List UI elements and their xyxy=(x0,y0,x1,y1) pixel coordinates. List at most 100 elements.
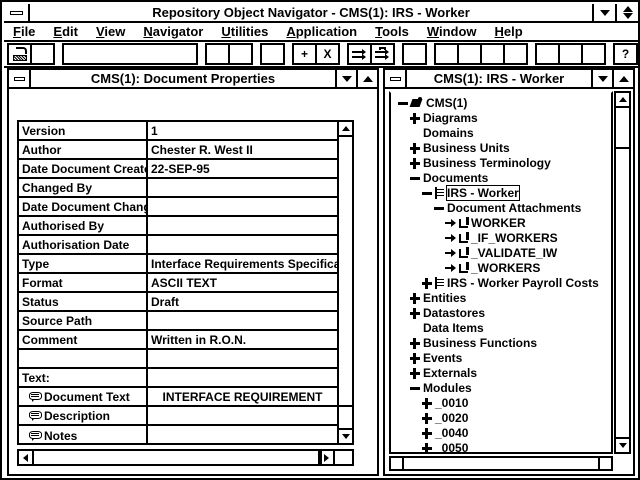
tree-item[interactable]: IRS - Worker Payroll Costs xyxy=(391,275,611,290)
expand-plus-icon[interactable] xyxy=(421,397,433,409)
property-value[interactable] xyxy=(148,426,337,443)
tree-item[interactable]: Data Items xyxy=(391,320,611,335)
maximize-restore-button[interactable] xyxy=(615,4,638,21)
property-value[interactable] xyxy=(148,236,337,253)
table-row[interactable]: Format ASCII TEXT xyxy=(19,274,337,293)
property-value[interactable]: ASCII TEXT xyxy=(151,275,218,290)
toolbar-button-4[interactable] xyxy=(205,43,230,65)
collapse-minus-icon[interactable] xyxy=(409,172,421,184)
collapse-button[interactable] xyxy=(370,43,395,65)
properties-maximize-button[interactable] xyxy=(356,70,377,87)
tree-item[interactable]: Externals xyxy=(391,365,611,380)
property-value[interactable] xyxy=(148,217,337,234)
navigator-maximize-button[interactable] xyxy=(612,70,633,87)
tree-item[interactable]: Events xyxy=(391,350,611,365)
expand-plus-icon[interactable] xyxy=(421,412,433,424)
create-button[interactable]: + xyxy=(292,43,317,65)
properties-horizontal-scrollbar[interactable] xyxy=(17,449,354,466)
tree-item[interactable]: Business Units xyxy=(391,140,611,155)
expand-plus-icon[interactable] xyxy=(409,337,421,349)
scroll-right-button[interactable] xyxy=(318,451,335,464)
tree-item[interactable]: _0040 xyxy=(391,425,611,440)
toolbar-button-18[interactable] xyxy=(581,43,606,65)
toolbar-button-5[interactable] xyxy=(228,43,253,65)
table-row[interactable]: Date Document Create 22-SEP-95 xyxy=(19,160,337,179)
tree-item[interactable]: Business Terminology xyxy=(391,155,611,170)
toolbar-button-12[interactable] xyxy=(434,43,459,65)
open-repository-button[interactable] xyxy=(7,43,32,65)
property-value[interactable] xyxy=(148,179,337,196)
property-value[interactable]: Interface Requirements Specification xyxy=(151,256,337,271)
property-value[interactable] xyxy=(148,350,337,367)
table-row[interactable]: Status Draft xyxy=(19,293,337,312)
tree-item[interactable]: Modules xyxy=(391,380,611,395)
tree-item[interactable]: Document Attachments xyxy=(391,200,611,215)
table-row[interactable]: Source Path xyxy=(19,312,337,331)
tree-item[interactable]: IRS - Worker xyxy=(391,184,611,201)
menu-application[interactable]: Application xyxy=(286,24,358,39)
arrow-right-icon[interactable] xyxy=(445,262,457,274)
toolbar-button-15[interactable] xyxy=(503,43,528,65)
toolbar-button-2[interactable] xyxy=(30,43,55,65)
toolbar-button-11[interactable] xyxy=(402,43,427,65)
scroll-left-button[interactable] xyxy=(391,458,404,469)
properties-vertical-scrollbar[interactable] xyxy=(337,120,354,445)
menu-navigator[interactable]: Navigator xyxy=(143,24,204,39)
table-row[interactable]: Changed By xyxy=(19,179,337,198)
menu-tools[interactable]: Tools xyxy=(375,24,409,39)
toolbar-button-16[interactable] xyxy=(535,43,560,65)
scroll-down-button[interactable] xyxy=(616,437,629,452)
collapse-minus-icon[interactable] xyxy=(397,97,409,109)
property-value[interactable]: Chester R. West II xyxy=(151,142,253,157)
tree-item[interactable]: Diagrams xyxy=(391,110,611,125)
collapse-minus-icon[interactable] xyxy=(433,202,445,214)
delete-button[interactable]: X xyxy=(315,43,340,65)
property-value[interactable] xyxy=(148,198,337,215)
table-row[interactable]: Notes xyxy=(19,426,337,443)
toolbar-button-6[interactable] xyxy=(260,43,285,65)
menu-utilities[interactable]: Utilities xyxy=(221,24,269,39)
property-value[interactable]: Draft xyxy=(151,294,180,309)
tree-item[interactable]: Documents xyxy=(391,170,611,185)
table-row[interactable]: Authorisation Date xyxy=(19,236,337,255)
navigator-minimize-button[interactable] xyxy=(591,70,612,87)
property-value[interactable]: 1 xyxy=(151,123,158,138)
tree-item[interactable]: WORKER xyxy=(391,215,611,230)
expand-plus-icon[interactable] xyxy=(421,442,433,452)
table-row[interactable]: Description xyxy=(19,407,337,426)
system-menu-button[interactable] xyxy=(4,4,30,21)
property-value[interactable] xyxy=(148,407,337,424)
property-value[interactable]: INTERFACE REQUIREMENT xyxy=(162,389,323,404)
navigator-system-menu-button[interactable] xyxy=(385,70,407,87)
tree-item[interactable]: _0010 xyxy=(391,395,611,410)
object-tree[interactable]: CMS(1) Diagrams Domains Business Units Busin… xyxy=(389,91,613,454)
table-row[interactable]: Author Chester R. West II xyxy=(19,141,337,160)
menu-help[interactable]: Help xyxy=(494,24,523,39)
expand-plus-icon[interactable] xyxy=(409,112,421,124)
help-button[interactable]: ? xyxy=(613,43,638,65)
scrollbar-thumb[interactable] xyxy=(616,106,629,149)
table-row[interactable]: Version 1 xyxy=(19,122,337,141)
expand-plus-icon[interactable] xyxy=(409,157,421,169)
table-row[interactable]: Type Interface Requirements Specificatio… xyxy=(19,255,337,274)
table-row[interactable]: Comment Written in R.O.N. xyxy=(19,331,337,350)
property-value[interactable] xyxy=(148,312,337,329)
navigator-horizontal-scrollbar[interactable] xyxy=(389,456,613,471)
table-row[interactable]: Date Document Chang xyxy=(19,198,337,217)
collapse-minus-icon[interactable] xyxy=(409,382,421,394)
object-name-field[interactable] xyxy=(62,43,198,65)
table-row[interactable]: Document Text INTERFACE REQUIREMENT xyxy=(19,388,337,407)
toolbar-button-13[interactable] xyxy=(457,43,482,65)
toolbar-button-17[interactable] xyxy=(558,43,583,65)
scrollbar-thumb[interactable] xyxy=(339,135,352,407)
properties-minimize-button[interactable] xyxy=(335,70,356,87)
tree-item[interactable]: _IF_WORKERS xyxy=(391,230,611,245)
scrollbar-thumb[interactable] xyxy=(32,451,322,464)
expand-plus-icon[interactable] xyxy=(409,307,421,319)
minimize-button[interactable] xyxy=(592,4,615,21)
collapse-minus-icon[interactable] xyxy=(421,187,433,199)
property-value[interactable]: 22-SEP-95 xyxy=(151,161,210,176)
table-row[interactable] xyxy=(19,350,337,369)
tree-item[interactable]: Datastores xyxy=(391,305,611,320)
scroll-right-button[interactable] xyxy=(598,458,611,469)
